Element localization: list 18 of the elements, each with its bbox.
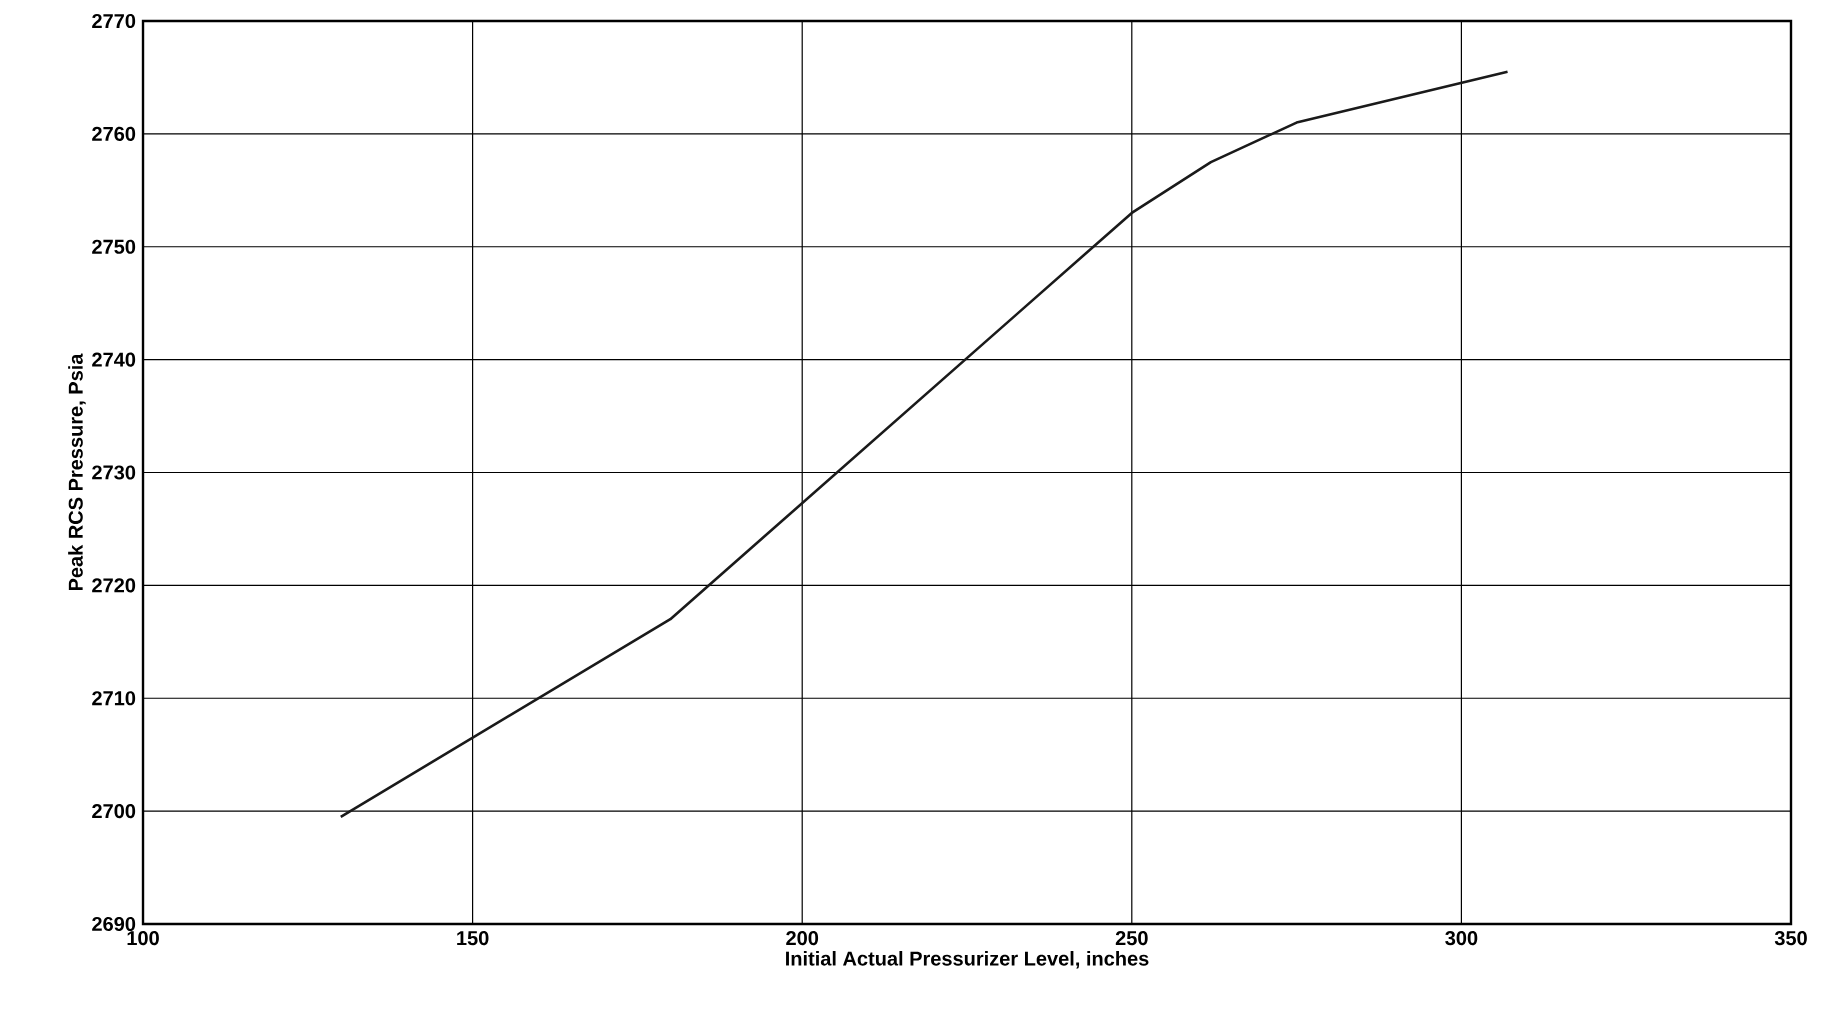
- x-tick-label: 100: [127, 931, 159, 946]
- x-tick-label: 250: [1115, 931, 1148, 946]
- y-axis-title: Peak RCS Pressure, Psia: [68, 353, 86, 591]
- y-tick-label: 2760: [92, 126, 136, 141]
- line-series: [339, 70, 1509, 819]
- x-tick-label: 300: [1445, 931, 1478, 946]
- y-tick-label: 2730: [92, 465, 136, 480]
- x-tick-label: 150: [457, 931, 489, 946]
- y-tick-label: 2720: [92, 578, 136, 593]
- x-axis-title: Initial Actual Pressurizer Level, inches: [786, 950, 1149, 969]
- y-tick-label: 2750: [92, 239, 136, 254]
- x-tick-label: 200: [786, 931, 819, 946]
- y-tick-label: 2740: [92, 352, 136, 367]
- y-tick-label: 2700: [92, 804, 136, 819]
- y-tick-label: 2770: [92, 13, 136, 29]
- y-tick-label: 2710: [92, 691, 136, 706]
- y-tick-label: 2690: [92, 916, 136, 932]
- x-tick-label: 350: [1774, 931, 1807, 946]
